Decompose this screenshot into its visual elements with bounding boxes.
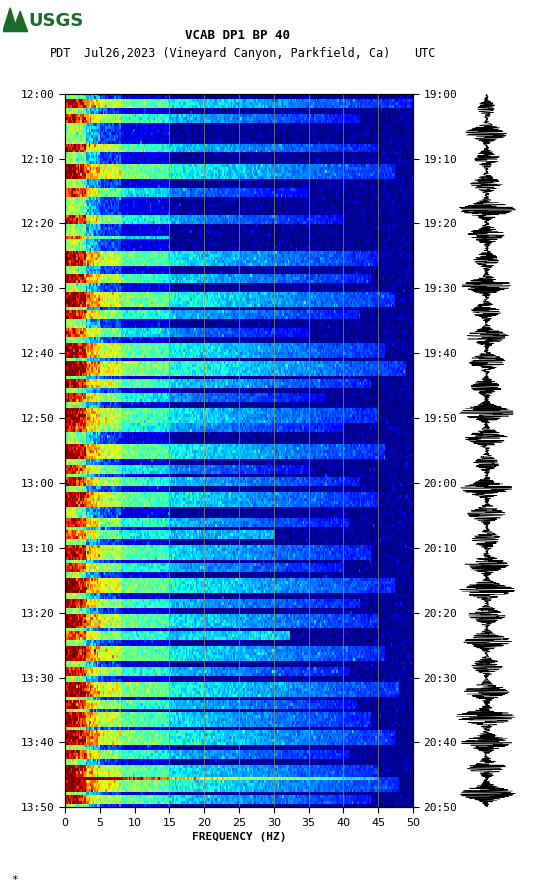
Text: PDT: PDT [50,47,71,60]
Text: UTC: UTC [414,47,436,60]
X-axis label: FREQUENCY (HZ): FREQUENCY (HZ) [192,832,286,842]
Text: *: * [11,875,18,885]
Polygon shape [3,8,28,31]
Text: VCAB DP1 BP 40: VCAB DP1 BP 40 [185,29,290,42]
Text: Jul26,2023 (Vineyard Canyon, Parkfield, Ca): Jul26,2023 (Vineyard Canyon, Parkfield, … [84,47,391,60]
Text: USGS: USGS [29,12,84,29]
